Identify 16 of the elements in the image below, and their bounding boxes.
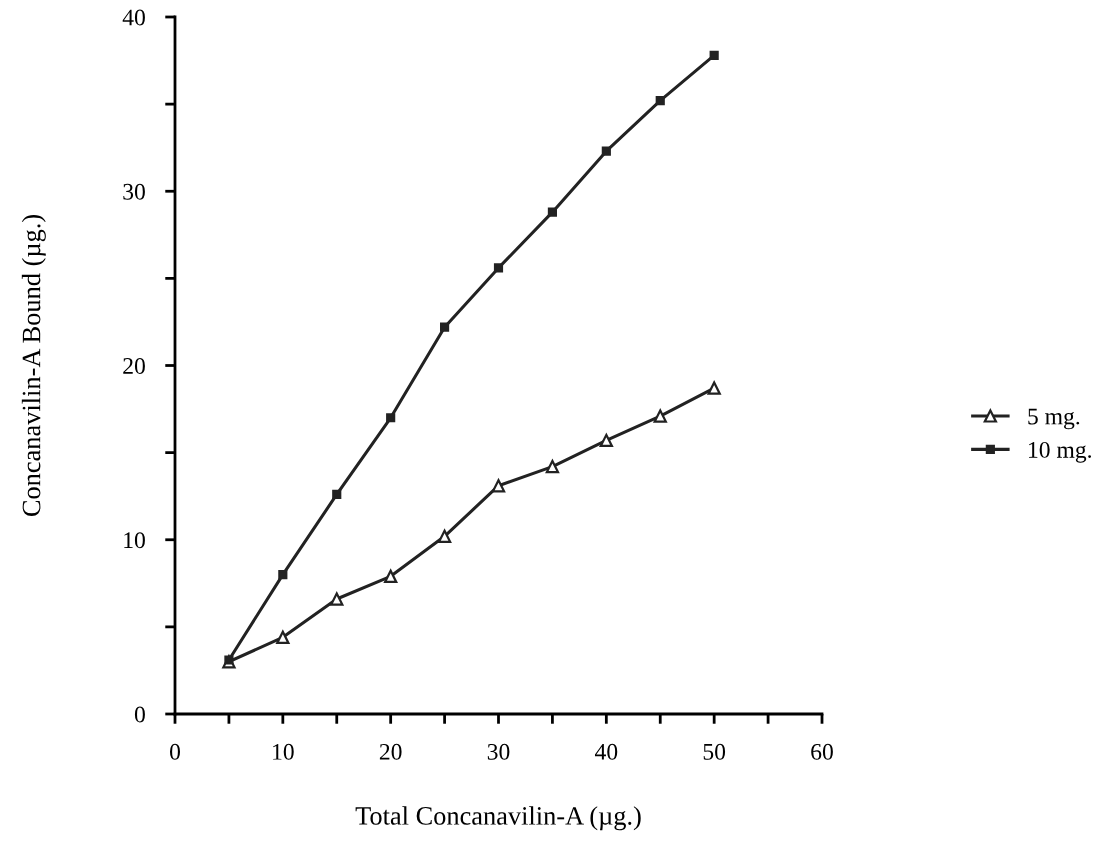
y-tick-label: 30: [123, 183, 145, 200]
x-axis-title: Total Concanavilin-A (µg.): [355, 806, 641, 831]
x-tick-label: 60: [811, 743, 833, 760]
x-tick-label: 20: [379, 743, 402, 760]
y-tick-label: 40: [122, 9, 145, 26]
x-tick-label: 50: [703, 743, 726, 760]
x-tick-label: 0: [170, 743, 180, 760]
y-tick-label: 0: [134, 706, 145, 723]
legend-label: 5 mg.: [1028, 408, 1080, 430]
x-tick-label: 10: [273, 743, 294, 760]
y-tick-label: 20: [123, 357, 145, 374]
y-axis-title: Concanavilin-A Bound (µg.): [21, 215, 46, 517]
x-tick-label: 40: [594, 743, 618, 760]
legend-label: 10 mg.: [1029, 441, 1091, 463]
x-tick-label: 30: [487, 743, 510, 760]
y-tick-label: 10: [124, 532, 145, 549]
